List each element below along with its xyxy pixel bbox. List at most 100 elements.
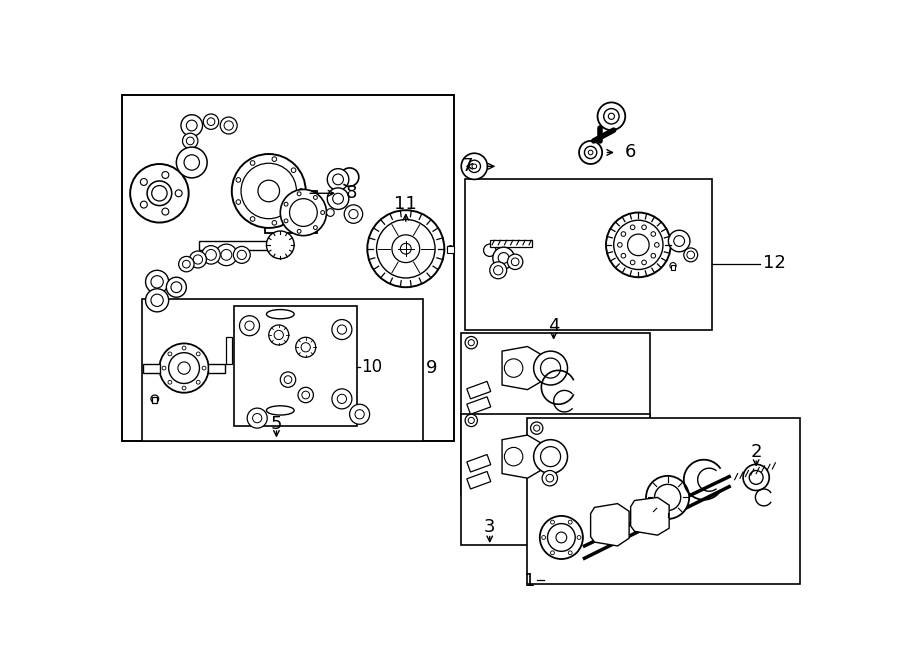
Circle shape xyxy=(642,225,646,229)
Circle shape xyxy=(328,169,349,190)
Circle shape xyxy=(472,164,477,169)
Circle shape xyxy=(205,249,216,260)
Circle shape xyxy=(250,161,255,165)
Circle shape xyxy=(299,188,303,193)
Circle shape xyxy=(589,150,593,155)
Text: 7: 7 xyxy=(461,157,472,175)
Circle shape xyxy=(568,551,572,555)
Circle shape xyxy=(184,155,200,170)
Circle shape xyxy=(355,410,365,419)
Circle shape xyxy=(269,325,289,345)
Circle shape xyxy=(207,118,215,126)
Bar xyxy=(265,191,318,233)
Circle shape xyxy=(232,154,306,228)
Circle shape xyxy=(670,262,676,269)
Circle shape xyxy=(332,389,352,409)
Circle shape xyxy=(292,210,296,214)
Circle shape xyxy=(220,117,238,134)
Circle shape xyxy=(182,346,186,350)
Circle shape xyxy=(313,196,318,200)
Circle shape xyxy=(392,235,419,262)
Circle shape xyxy=(651,253,655,258)
Bar xyxy=(447,247,454,253)
Circle shape xyxy=(168,353,200,383)
Polygon shape xyxy=(467,397,491,414)
Circle shape xyxy=(168,380,172,384)
Circle shape xyxy=(159,344,209,393)
Circle shape xyxy=(253,414,262,423)
Circle shape xyxy=(182,386,186,390)
Circle shape xyxy=(621,232,626,237)
Circle shape xyxy=(621,253,626,258)
Text: 10: 10 xyxy=(361,358,382,376)
Circle shape xyxy=(296,337,316,358)
Polygon shape xyxy=(590,504,629,546)
Circle shape xyxy=(541,447,561,467)
Circle shape xyxy=(250,217,255,221)
Polygon shape xyxy=(467,381,491,399)
Circle shape xyxy=(183,260,190,268)
Circle shape xyxy=(646,476,689,519)
Circle shape xyxy=(546,475,554,482)
Bar xyxy=(461,414,650,545)
Bar xyxy=(152,397,158,403)
Bar xyxy=(465,179,712,330)
Text: 9: 9 xyxy=(426,359,437,377)
Circle shape xyxy=(333,174,344,185)
Bar xyxy=(141,299,423,442)
Circle shape xyxy=(179,256,194,272)
Circle shape xyxy=(551,551,554,555)
Circle shape xyxy=(749,471,763,485)
Circle shape xyxy=(534,425,540,431)
Circle shape xyxy=(258,180,280,202)
Circle shape xyxy=(248,408,267,428)
Circle shape xyxy=(176,190,182,197)
Circle shape xyxy=(162,171,169,178)
Bar xyxy=(461,333,650,495)
Bar xyxy=(234,307,357,426)
Circle shape xyxy=(400,243,411,254)
Circle shape xyxy=(266,231,294,258)
Circle shape xyxy=(327,209,334,216)
Text: 6: 6 xyxy=(625,143,636,161)
Circle shape xyxy=(189,251,206,268)
Circle shape xyxy=(627,234,649,256)
Circle shape xyxy=(302,391,310,399)
Circle shape xyxy=(313,225,318,229)
Circle shape xyxy=(147,181,172,206)
Circle shape xyxy=(171,282,182,293)
Ellipse shape xyxy=(266,406,294,415)
Circle shape xyxy=(508,254,523,270)
Circle shape xyxy=(542,471,557,486)
Circle shape xyxy=(504,447,523,466)
Circle shape xyxy=(534,440,568,473)
Circle shape xyxy=(168,352,172,356)
Circle shape xyxy=(684,248,698,262)
Circle shape xyxy=(280,372,296,387)
Circle shape xyxy=(483,244,496,256)
Circle shape xyxy=(556,532,567,543)
Circle shape xyxy=(162,208,169,215)
Bar xyxy=(526,418,800,584)
Circle shape xyxy=(531,422,543,434)
Circle shape xyxy=(743,464,770,490)
Circle shape xyxy=(642,260,646,265)
Circle shape xyxy=(534,351,568,385)
Bar xyxy=(490,240,532,247)
Circle shape xyxy=(617,243,622,247)
Circle shape xyxy=(162,366,166,370)
Circle shape xyxy=(328,188,349,210)
Circle shape xyxy=(604,108,619,124)
Circle shape xyxy=(196,380,200,384)
Bar xyxy=(208,364,225,373)
Circle shape xyxy=(338,394,346,403)
Circle shape xyxy=(608,113,615,120)
Circle shape xyxy=(687,251,695,258)
Circle shape xyxy=(140,201,148,208)
Circle shape xyxy=(376,219,435,278)
Circle shape xyxy=(239,316,259,336)
Text: 12: 12 xyxy=(763,254,786,272)
Circle shape xyxy=(468,340,474,346)
Circle shape xyxy=(236,200,240,204)
Circle shape xyxy=(584,146,597,159)
